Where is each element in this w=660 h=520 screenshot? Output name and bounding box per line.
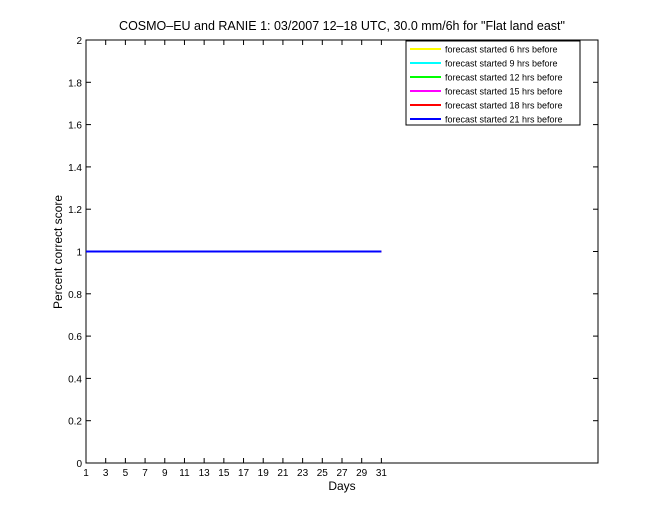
legend-entry: forecast started 6 hrs before [445,45,558,55]
x-tick-label: 25 [317,468,329,479]
legend-entry: forecast started 18 hrs before [445,101,563,111]
y-axis: 0 0.2 0.4 0.6 0.8 1 1.2 1.4 1.6 1.8 2 [68,36,598,470]
y-tick-label: 0.6 [68,332,82,343]
x-axis: 1 3 5 7 9 11 13 15 17 19 21 23 25 27 29 31 [83,40,387,479]
x-tick-label: 7 [142,468,148,479]
y-tick-label: 1 [76,248,82,259]
y-tick-label: 2 [76,36,82,47]
legend-box [405,40,581,126]
x-tick-label: 29 [356,468,368,479]
x-tick-label: 17 [238,468,250,479]
x-tick-label: 19 [258,468,270,479]
y-tick-label: 1.8 [68,78,82,89]
y-axis-label: Percent correct score [51,195,65,309]
x-tick-label: 23 [297,468,309,479]
legend-entry: forecast started 9 hrs before [445,59,558,69]
legend-entry: forecast started 12 hrs before [445,73,563,83]
x-tick-label: 3 [103,468,109,479]
y-tick-label: 1.2 [68,205,82,216]
x-tick-label: 5 [123,468,129,479]
legend: forecast started 6 hrs before forecast st… [405,40,581,126]
y-tick-label: 0.2 [68,417,82,428]
x-tick-label: 27 [336,468,348,479]
y-tick-label: 0.8 [68,290,82,301]
x-axis-label: Days [328,479,355,493]
x-tick-label: 31 [376,468,388,479]
x-tick-label: 21 [277,468,289,479]
x-tick-label: 13 [199,468,211,479]
y-tick-label: 1.6 [68,121,82,132]
legend-entry: forecast started 15 hrs before [445,87,563,97]
x-tick-label: 15 [218,468,230,479]
y-tick-label: 0.4 [68,374,82,385]
y-tick-label: 1.4 [68,163,82,174]
x-tick-label: 9 [162,468,168,479]
chart-title: COSMO–EU and RANIE 1: 03/2007 12–18 UTC,… [119,19,565,33]
x-tick-label: 11 [179,468,190,479]
y-tick-label: 0 [76,459,82,470]
legend-entry: forecast started 21 hrs before [445,115,563,125]
x-tick-label: 1 [83,468,89,479]
